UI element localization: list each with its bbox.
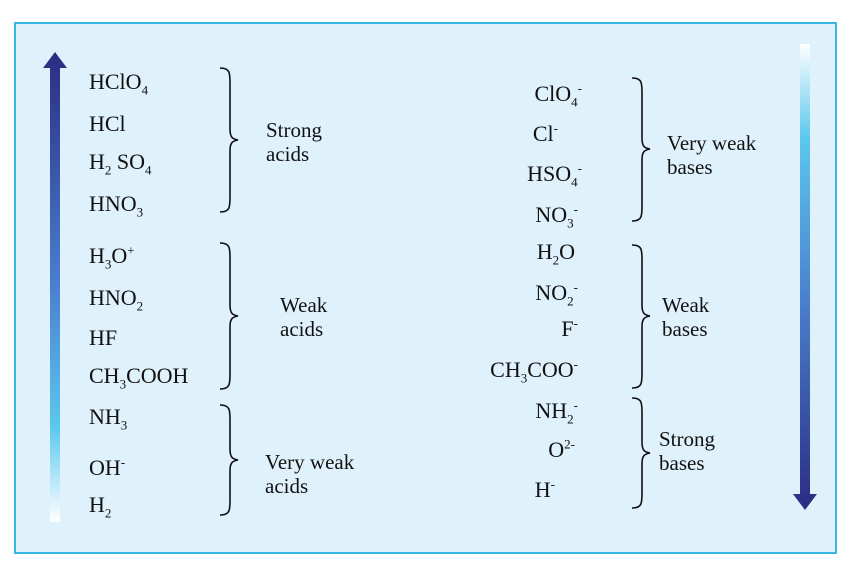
weak-bases-label: Weak bases bbox=[662, 293, 710, 341]
acid-hf: HF bbox=[89, 325, 118, 350]
acid-h3o-plus: H3O+ bbox=[89, 242, 135, 272]
acid-strength-arrow-up-icon bbox=[43, 52, 67, 522]
acid-h2: H2 bbox=[89, 492, 112, 521]
acid-hno3: HNO3 bbox=[89, 191, 144, 220]
strong-bases-brace-icon bbox=[631, 397, 651, 509]
diagram-frame bbox=[14, 22, 837, 554]
base-no3-minus: NO3- bbox=[535, 201, 578, 231]
base-f-minus: F- bbox=[561, 315, 578, 341]
weak-bases-brace-icon bbox=[631, 244, 651, 389]
base-cl-minus: Cl- bbox=[532, 120, 558, 146]
base-ch3coo-minus: CH3COO- bbox=[490, 356, 578, 386]
acid-hclo4: HClO4 bbox=[89, 69, 149, 98]
acid-oh-minus: OH- bbox=[89, 454, 126, 480]
acid-h2so4: H2 SO4 bbox=[89, 149, 152, 178]
base-clo4-minus: ClO4- bbox=[534, 80, 582, 110]
base-h2o: H2O bbox=[536, 239, 575, 268]
acid-nh3: NH3 bbox=[89, 404, 128, 433]
strong-acids-label: Strong acids bbox=[266, 118, 323, 166]
base-hso4-minus: HSO4- bbox=[527, 160, 582, 190]
very-weak-acids-label: Very weak acids bbox=[265, 450, 355, 498]
acid-hcl: HCl bbox=[89, 111, 126, 136]
base-h-minus: H- bbox=[534, 476, 555, 502]
very-weak-acids-brace-icon bbox=[219, 404, 239, 516]
strong-acids-brace-icon bbox=[219, 67, 239, 213]
base-no2-minus: NO2- bbox=[535, 279, 578, 309]
base-strength-arrow-down-icon bbox=[793, 44, 817, 510]
weak-acids-brace-icon bbox=[219, 242, 239, 390]
weak-acids-label: Weak acids bbox=[280, 293, 328, 341]
acid-hno2: HNO2 bbox=[89, 285, 144, 314]
base-o2-minus: O2- bbox=[548, 436, 575, 462]
strong-bases-label: Strong bases bbox=[659, 427, 716, 475]
acid-ch3cooh: CH3COOH bbox=[89, 363, 189, 392]
very-weak-bases-label: Very weak bases bbox=[667, 131, 757, 179]
very-weak-bases-brace-icon bbox=[631, 77, 651, 222]
base-nh2-minus: NH2- bbox=[535, 397, 578, 427]
